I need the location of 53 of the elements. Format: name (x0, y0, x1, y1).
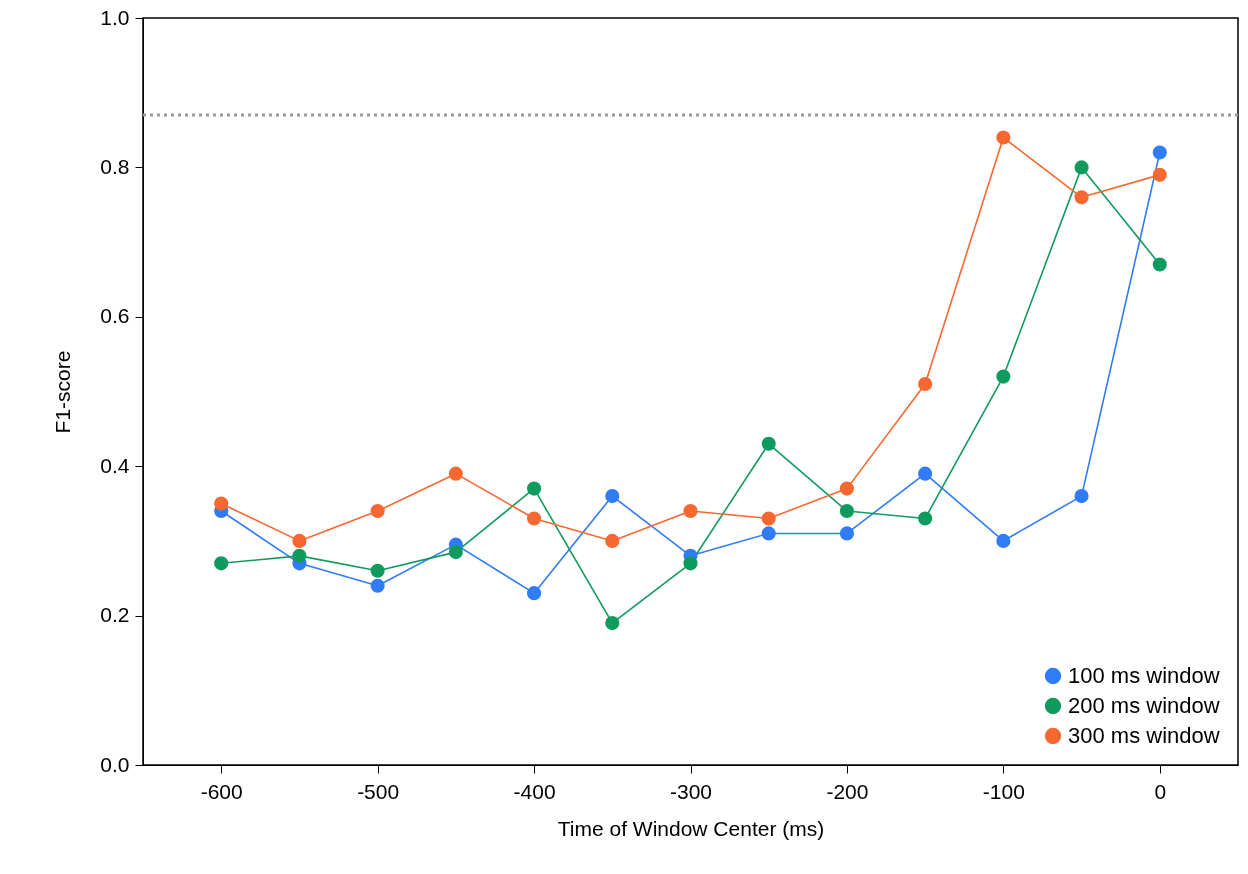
x-axis-title: Time of Window Center (ms) (557, 816, 825, 840)
point (370, 503, 385, 519)
point (683, 556, 698, 571)
y-tick-label: 0.2 (100, 603, 130, 627)
y-tick-label: 1.0 (100, 5, 130, 29)
point (918, 511, 933, 526)
y-axis-title: F1-score (51, 350, 75, 434)
point (448, 466, 463, 481)
point (839, 503, 854, 519)
x-tick-label: 0 (1154, 779, 1167, 803)
point (527, 481, 542, 496)
point (761, 511, 776, 526)
point (527, 511, 542, 526)
x-tick-label: -600 (200, 779, 243, 803)
point (996, 130, 1011, 145)
point (1152, 167, 1167, 182)
point (1074, 190, 1089, 205)
legend-label: 300 ms window (1068, 723, 1220, 748)
point (1152, 257, 1167, 272)
point (839, 481, 854, 496)
x-tick-label: -300 (669, 779, 713, 803)
point (761, 436, 776, 451)
legend-label: 200 ms window (1068, 693, 1220, 718)
point (292, 548, 307, 563)
point (214, 556, 229, 571)
point (918, 376, 933, 392)
point (448, 545, 463, 560)
point (370, 563, 385, 578)
y-tick-label: 0.8 (100, 154, 130, 178)
point (605, 533, 620, 548)
x-tick-label: -500 (357, 779, 400, 803)
point (1074, 160, 1089, 175)
legend-label: 100 ms window (1068, 663, 1220, 688)
x-tick-label: -200 (826, 779, 869, 803)
point (683, 503, 698, 519)
point (996, 369, 1011, 384)
x-tick-label: -400 (513, 779, 556, 803)
y-tick-label: 0.0 (100, 752, 130, 776)
point (214, 496, 229, 511)
y-tick-label: 0.4 (100, 453, 130, 477)
y-tick-label: 0.6 (100, 304, 130, 328)
point (761, 526, 776, 541)
point (839, 526, 854, 541)
point (1152, 145, 1167, 160)
point (370, 578, 385, 593)
point (605, 489, 620, 504)
x-tick-label: -100 (982, 779, 1025, 803)
point (918, 466, 933, 481)
point (292, 533, 307, 548)
point (605, 616, 620, 631)
point (996, 533, 1011, 548)
point (1074, 489, 1089, 504)
point (527, 586, 542, 601)
